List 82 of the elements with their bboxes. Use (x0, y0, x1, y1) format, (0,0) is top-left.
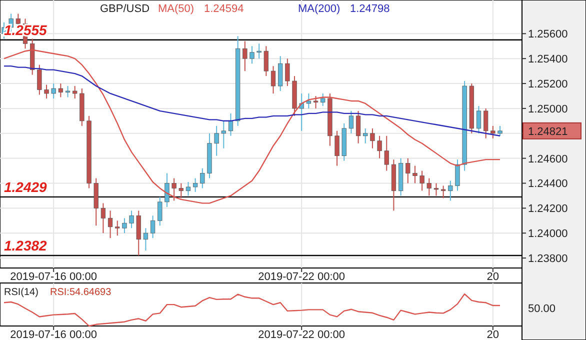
candlestick (334, 130, 340, 166)
candlestick (186, 181, 191, 196)
candlestick (426, 178, 432, 196)
y-tick-label: 1.25200 (528, 78, 568, 91)
candlestick (65, 86, 70, 98)
candlestick (250, 46, 254, 64)
candlestick (214, 125, 219, 156)
chart-title: GBP/USD (100, 3, 150, 15)
candlestick (129, 210, 134, 229)
y-tick-label: 1.25400 (528, 54, 568, 66)
y-tick-label: 1.25000 (528, 103, 568, 116)
x-tick-label: 20 (486, 271, 500, 283)
text: MA(50) (158, 3, 194, 15)
candlestick (108, 210, 113, 239)
text: 1.24821 (528, 126, 568, 138)
candlestick (178, 182, 184, 199)
candlestick (476, 105, 482, 134)
candlestick (200, 168, 205, 189)
candlestick (158, 196, 162, 226)
annotation: RSI:54.64693 (50, 287, 112, 298)
candlestick (228, 112, 234, 136)
annotation: 1.24594 (204, 3, 244, 15)
candlestick (384, 135, 389, 172)
x-tick-label: 2019-07-16 00:00 (10, 329, 98, 340)
candlestick (278, 56, 283, 92)
candlestick (320, 92, 326, 106)
candlestick (264, 46, 268, 77)
candlestick (164, 172, 170, 208)
y-tick-label: 1.24000 (528, 228, 568, 240)
y-tick-label: 1.24200 (528, 203, 568, 216)
x-tick-label: 2019-07-22 00:00 (258, 329, 346, 340)
candlestick (498, 125, 502, 136)
candlestick (172, 178, 176, 202)
candlestick (58, 83, 64, 98)
candlestick (242, 40, 248, 72)
candlestick (44, 84, 49, 99)
y-tick-label: 1.23800 (528, 253, 568, 266)
candlestick (406, 158, 410, 184)
ref-line-label: 1.2382 (4, 238, 48, 254)
candlestick (285, 58, 290, 87)
y-tick-label: 1.25600 (528, 28, 568, 41)
text: 50.00 (528, 303, 556, 315)
candlestick (136, 210, 141, 256)
candlestick (150, 215, 156, 239)
ref-line-label: 1.2429 (4, 178, 48, 195)
candlestick (348, 110, 354, 134)
candlestick (484, 108, 488, 139)
candlestick (72, 86, 78, 99)
candlestick (412, 165, 418, 184)
candlestick (143, 228, 148, 252)
line-series (3, 65, 501, 136)
candlestick (356, 110, 361, 144)
text: MA(200) (298, 3, 340, 15)
candlestick (306, 92, 312, 109)
candlestick (377, 135, 382, 159)
candlestick (256, 43, 262, 60)
candlestick (192, 178, 198, 192)
x-tick-label: 2019-07-16 00:00 (10, 271, 98, 283)
candlestick (370, 128, 375, 149)
candlestick (221, 120, 226, 149)
candlestick (115, 220, 120, 236)
x-tick-label: 20 (486, 329, 500, 340)
candlestick (100, 202, 106, 234)
candlestick (51, 83, 56, 99)
candlestick (122, 218, 127, 234)
candlestick (313, 95, 318, 109)
x-tick-label: 2019-07-22 00:00 (258, 271, 346, 283)
candlestick (434, 182, 439, 196)
candlestick (448, 180, 453, 202)
candlestick (363, 128, 368, 144)
candlestick (490, 125, 496, 139)
candlestick (420, 170, 424, 192)
chart-title: RSI(14) (4, 287, 38, 298)
annotation: 1.24798 (350, 3, 390, 15)
y-tick-label: 1.24600 (528, 153, 568, 166)
candlestick (37, 64, 42, 96)
candlestick (440, 185, 446, 199)
candlestick (299, 92, 304, 132)
candlestick (270, 66, 276, 94)
line-series (3, 49, 501, 204)
candlestick (455, 159, 460, 192)
y-tick-label: 1.24400 (528, 178, 568, 190)
